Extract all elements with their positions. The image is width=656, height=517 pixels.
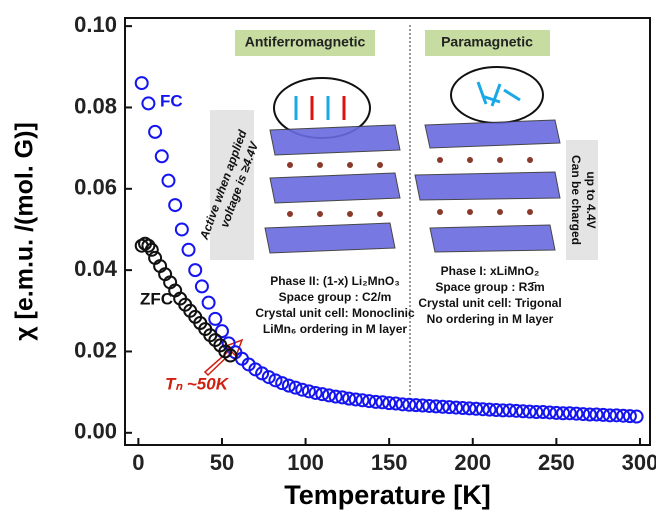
inset-text: Crystal unit cell: Monoclinic xyxy=(255,306,415,320)
inset-title: Antiferromagnetic xyxy=(245,34,366,50)
inset-decoration xyxy=(205,25,598,395)
y-axis-title: χ [e.m.u. /(mol. G)] xyxy=(11,122,39,341)
y-tick-label: 0.04 xyxy=(74,256,118,281)
data-point xyxy=(203,297,215,309)
y-tick-label: 0.00 xyxy=(74,419,117,444)
data-point xyxy=(183,244,195,256)
y-tick-label: 0.06 xyxy=(74,175,117,200)
data-point xyxy=(209,313,221,325)
inset-text: Crystal unit cell: Trigonal xyxy=(418,296,561,310)
inset-note: Can be charged xyxy=(569,155,583,245)
data-point xyxy=(169,199,181,211)
inset-text: Space group : R3̄m xyxy=(435,280,544,294)
inset-text: LiMn₆ ordering in M layer xyxy=(263,322,407,336)
inset-text: Space group : C2/m xyxy=(279,290,392,304)
inset-title: Paramagnetic xyxy=(441,34,533,50)
data-point xyxy=(176,223,188,235)
data-point xyxy=(156,150,168,162)
x-tick-label: 250 xyxy=(538,450,575,475)
data-point xyxy=(162,175,174,187)
data-point xyxy=(149,126,161,138)
chart: 0 50 100 150 200 250 300 0.00 0.02 0.04 0.06 0.08 0.… xyxy=(0,0,656,517)
y-tick-label: 0.02 xyxy=(74,337,117,362)
data-point xyxy=(189,264,201,276)
y-tick-label: 0.08 xyxy=(74,93,117,118)
data-point xyxy=(142,97,154,109)
x-tick-label: 300 xyxy=(622,450,656,475)
annotation: Tₙ ~50K xyxy=(165,374,230,393)
x-tick-label: 200 xyxy=(454,450,491,475)
x-tick-label: 100 xyxy=(287,450,324,475)
inset-text: No ordering in M layer xyxy=(427,312,554,326)
inset-text: Phase I: xLiMnO₂ xyxy=(441,264,540,278)
inset-note: up to 4.4V xyxy=(584,171,598,228)
y-tick-label: 0.10 xyxy=(74,12,117,37)
x-tick-label: 150 xyxy=(371,450,408,475)
inset-text: Phase II: (1-x) Li₂MnO₃ xyxy=(270,274,400,288)
data-point xyxy=(196,280,208,292)
legend-label: FC xyxy=(160,91,183,110)
x-tick-label: 50 xyxy=(210,450,234,475)
data-point xyxy=(136,77,148,89)
crystal-slabs xyxy=(265,120,560,253)
x-tick-label: 0 xyxy=(132,450,144,475)
x-axis-title: Temperature [K] xyxy=(284,480,491,510)
legend-label: ZFC xyxy=(140,289,173,308)
